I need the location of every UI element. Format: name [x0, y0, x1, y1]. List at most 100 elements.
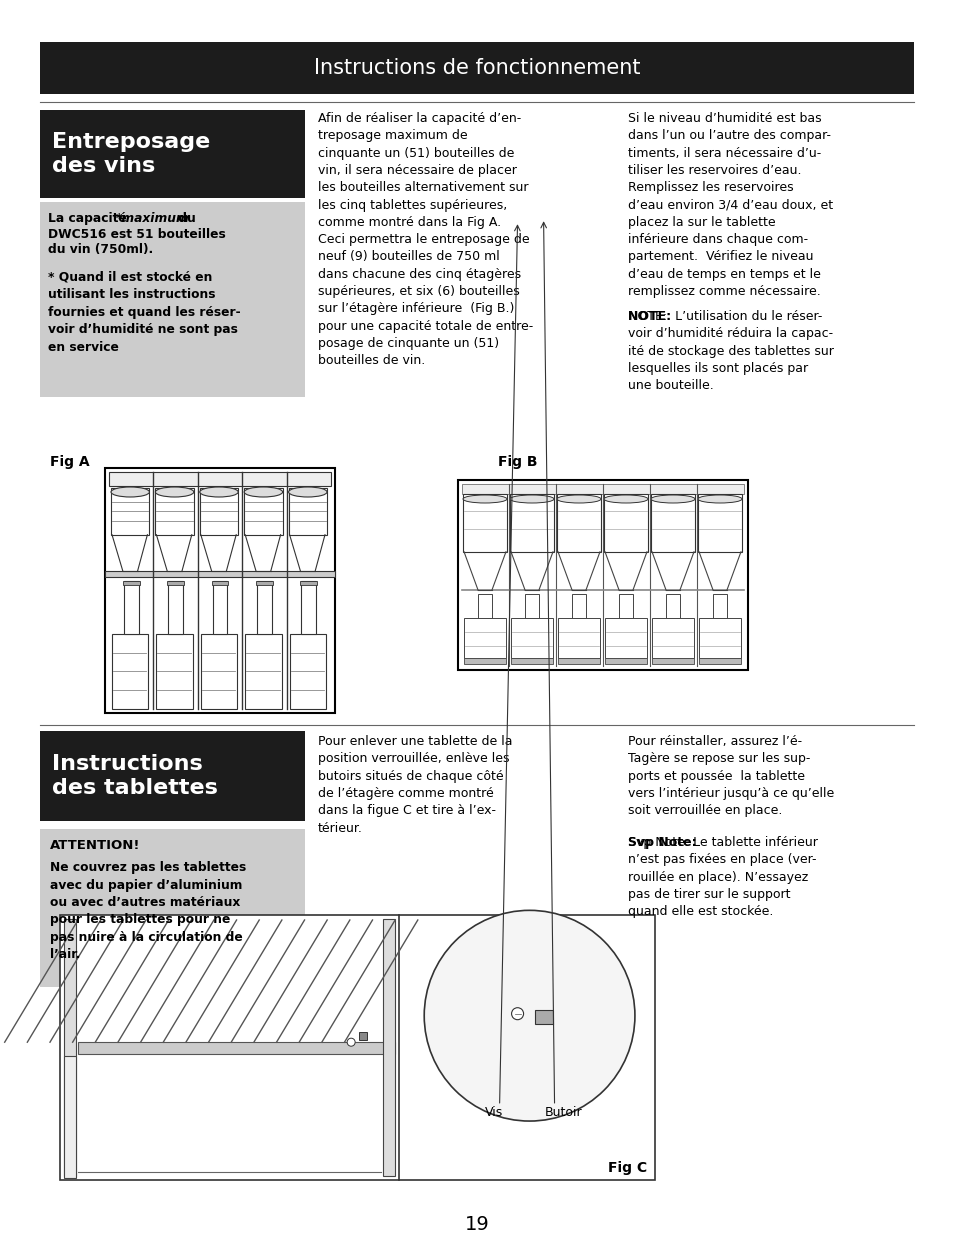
Text: du vin (750ml).: du vin (750ml). — [48, 243, 153, 256]
Bar — [604, 618, 646, 658]
Bar — [699, 658, 740, 664]
Text: NOTE:: NOTE: — [627, 310, 679, 324]
Ellipse shape — [510, 495, 554, 503]
Bar — [124, 580, 138, 634]
Bar — [60, 915, 655, 1179]
Text: Fig A: Fig A — [50, 454, 90, 469]
Bar — [301, 580, 315, 634]
Ellipse shape — [557, 495, 600, 503]
Bar — [156, 634, 193, 709]
Bar — [64, 1056, 76, 1178]
Bar — [603, 494, 647, 552]
Bar — [558, 658, 599, 664]
Ellipse shape — [650, 495, 695, 503]
Bar — [105, 468, 335, 713]
Bar — [699, 618, 740, 658]
Bar — [665, 594, 679, 618]
Bar — [383, 919, 395, 1176]
Bar — [290, 634, 326, 709]
Text: 19: 19 — [464, 1215, 489, 1234]
Bar — [477, 594, 492, 618]
Bar — [168, 580, 183, 634]
Bar — [64, 919, 76, 1176]
Bar — [571, 594, 586, 618]
Bar — [511, 658, 553, 664]
Bar — [123, 580, 139, 585]
Bar — [245, 634, 281, 709]
Bar — [289, 488, 327, 535]
Text: Fig B: Fig B — [497, 454, 537, 469]
Circle shape — [424, 910, 635, 1121]
Text: Instructions de fonctionnement: Instructions de fonctionnement — [314, 58, 639, 78]
Bar — [462, 494, 506, 552]
Ellipse shape — [155, 487, 193, 496]
Text: NOTE:  L’utilisation du le réser-
voir d’humidité réduira la capac-
ité de stock: NOTE: L’utilisation du le réser- voir d’… — [627, 310, 833, 393]
Text: Svp Note:: Svp Note: — [627, 836, 696, 848]
Bar — [244, 488, 282, 535]
Bar — [650, 494, 695, 552]
Bar — [457, 480, 747, 671]
Bar — [40, 829, 305, 987]
Text: Fig C: Fig C — [607, 1161, 646, 1174]
Ellipse shape — [698, 495, 741, 503]
Ellipse shape — [199, 487, 238, 496]
Bar — [78, 1042, 395, 1055]
Bar — [155, 488, 193, 535]
Bar — [651, 658, 693, 664]
Text: Butoir: Butoir — [544, 1105, 581, 1119]
Bar — [40, 42, 913, 94]
Text: Pour enlever une tablette de la
position verrouillée, enlève les
butoirs situés : Pour enlever une tablette de la position… — [317, 735, 512, 835]
Bar — [524, 594, 538, 618]
Bar — [651, 618, 693, 658]
Bar — [212, 580, 228, 585]
Bar — [510, 494, 554, 552]
Bar — [558, 618, 599, 658]
Text: Entreposage
des vins: Entreposage des vins — [52, 132, 210, 177]
Bar — [256, 580, 272, 634]
Ellipse shape — [603, 495, 647, 503]
Bar — [534, 1010, 552, 1024]
Bar — [109, 472, 331, 487]
Bar — [300, 580, 317, 585]
Text: Si le niveau d’humidité est bas
dans l’un ou l’autre des compar-
timents, il ser: Si le niveau d’humidité est bas dans l’u… — [627, 112, 832, 298]
Bar — [40, 203, 305, 396]
Bar — [618, 594, 633, 618]
Bar — [111, 488, 150, 535]
Text: Ne couvrez pas les tablettes
avec du papier d’aluminium
ou avec d’autres matéria: Ne couvrez pas les tablettes avec du pap… — [50, 861, 246, 962]
Bar — [40, 731, 305, 821]
Text: DWC516 est 51 bouteilles: DWC516 est 51 bouteilles — [48, 227, 226, 241]
Bar — [199, 488, 238, 535]
Bar — [105, 571, 335, 577]
Text: du: du — [173, 212, 195, 225]
Bar — [511, 618, 553, 658]
Bar — [167, 580, 184, 585]
Text: La capacité: La capacité — [48, 212, 135, 225]
Ellipse shape — [111, 487, 150, 496]
Text: ATTENTION!: ATTENTION! — [50, 839, 140, 852]
Text: Instructions
des tablettes: Instructions des tablettes — [52, 755, 217, 798]
Bar — [200, 634, 237, 709]
Text: *maximum: *maximum — [116, 212, 190, 225]
Ellipse shape — [244, 487, 282, 496]
Bar — [255, 580, 273, 585]
Circle shape — [511, 1008, 523, 1020]
Text: Vis: Vis — [484, 1105, 502, 1119]
Bar — [461, 484, 743, 494]
Text: Svp Note: Le tablette inférieur
n’est pas fixées en place (ver-
rouillée en plac: Svp Note: Le tablette inférieur n’est pa… — [627, 836, 817, 918]
Bar — [712, 594, 726, 618]
Bar — [112, 634, 149, 709]
Bar — [213, 580, 227, 634]
Bar — [604, 658, 646, 664]
Bar — [463, 618, 505, 658]
Bar — [40, 110, 305, 198]
Bar — [463, 658, 505, 664]
Bar — [358, 1032, 367, 1040]
Text: Afin de réaliser la capacité d’en-
treposage maximum de
cinquante un (51) boutei: Afin de réaliser la capacité d’en- trepo… — [317, 112, 533, 367]
Bar — [698, 494, 741, 552]
Ellipse shape — [289, 487, 327, 496]
Text: * Quand il est stocké en
utilisant les instructions
fournies et quand les réser-: * Quand il est stocké en utilisant les i… — [48, 270, 240, 354]
Bar — [557, 494, 600, 552]
Text: Pour réinstaller, assurez l’é-
Tagère se repose sur les sup-
ports et poussée  l: Pour réinstaller, assurez l’é- Tagère se… — [627, 735, 833, 818]
Circle shape — [347, 1039, 355, 1046]
Ellipse shape — [462, 495, 506, 503]
